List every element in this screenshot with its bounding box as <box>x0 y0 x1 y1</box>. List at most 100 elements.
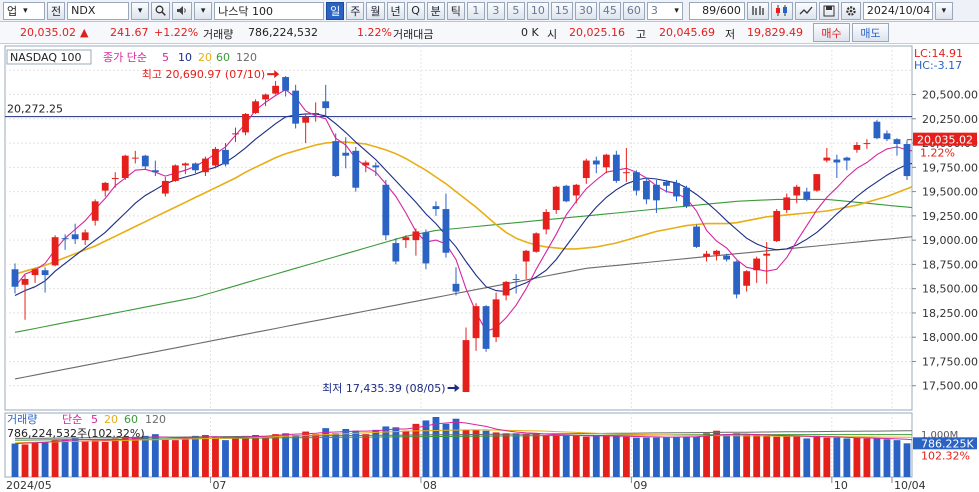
volume-bar <box>101 441 109 477</box>
volume-ma-prefix[interactable]: 단순 <box>62 413 82 426</box>
period-tick-button[interactable]: 틱 <box>446 1 465 20</box>
market-label: 업 <box>7 4 18 18</box>
ma5-legend[interactable]: 5 <box>162 51 169 64</box>
date-input[interactable]: 2024/10/04 <box>862 1 933 20</box>
volume-bar <box>202 435 209 477</box>
sound-dropdown-button[interactable]: ▾ <box>194 1 213 20</box>
ma-legend-prefix[interactable]: 종가 단순 <box>103 51 147 64</box>
settings-button[interactable] <box>840 1 861 20</box>
candle-body <box>703 253 710 257</box>
volume-bar <box>71 438 79 477</box>
ma20-legend[interactable]: 20 <box>198 51 212 64</box>
volume-bar <box>402 430 410 477</box>
volume-bar <box>532 434 540 477</box>
volume-bar <box>482 430 490 477</box>
volume-bar <box>612 435 620 477</box>
zoom-button[interactable] <box>746 1 769 20</box>
volume-bar <box>653 437 660 477</box>
volume-ma60-legend[interactable]: 60 <box>124 413 138 426</box>
volume-ma20-legend[interactable]: 20 <box>104 413 118 426</box>
date-dropdown-button[interactable]: ▾ <box>934 1 953 20</box>
candle-body <box>713 250 720 255</box>
volume-bar <box>502 433 510 477</box>
period-day-button[interactable]: 일 <box>326 1 345 20</box>
volume-ma5-legend[interactable]: 5 <box>91 413 98 426</box>
high-label: 고 <box>636 28 647 41</box>
volume-bar <box>452 418 460 477</box>
y-tick-label: 18,500.00 <box>922 283 978 296</box>
minute-10-button[interactable]: 10 <box>526 1 549 20</box>
candle-body <box>41 270 49 276</box>
price-chart[interactable]: 17,500.00 17,750.00 18,000.00 18,250.00 18,5… <box>0 45 979 492</box>
volume-bar <box>673 436 680 477</box>
ma120-legend[interactable]: 120 <box>236 51 257 64</box>
last-price-tag-text: 20,035.02 <box>917 134 973 147</box>
period-week-button[interactable]: 주 <box>346 1 365 20</box>
period-quarter-button[interactable]: Q <box>406 1 425 20</box>
candle-body <box>823 157 831 161</box>
candle-body <box>352 150 360 188</box>
volume-bar <box>31 442 39 477</box>
candle-body <box>622 172 630 174</box>
candle-body <box>322 101 330 109</box>
volume-legend-title[interactable]: 거래량 <box>7 413 37 426</box>
indicator-button[interactable] <box>794 1 817 20</box>
save-button[interactable] <box>818 1 839 20</box>
minute-1-button[interactable]: 1 <box>466 1 485 20</box>
volume-ma120-legend[interactable]: 120 <box>145 413 166 426</box>
volume-bar <box>643 437 650 477</box>
volume-bar <box>572 435 580 477</box>
lc-label: LC:14.91 <box>914 47 963 60</box>
candle-body <box>91 201 99 221</box>
symbol-dropdown-button[interactable]: ▾ <box>131 1 150 20</box>
gear-icon <box>846 5 856 16</box>
period-year-button[interactable]: 년 <box>386 1 405 20</box>
volume-bar <box>663 437 670 477</box>
data-count-field[interactable]: 89/600 <box>688 1 745 20</box>
sell-button[interactable]: 매도 <box>852 23 889 42</box>
ma10-legend[interactable]: 10 <box>178 51 192 64</box>
volume-bar <box>713 430 720 477</box>
chart-canvas[interactable]: 17,500.00 17,750.00 18,000.00 18,250.00 18,5… <box>0 45 979 492</box>
market-select[interactable]: 업 ▾ <box>3 1 45 20</box>
volume-bar <box>121 436 129 477</box>
volume-bar <box>693 436 700 477</box>
minute-45-button[interactable]: 45 <box>598 1 621 20</box>
volume-bar <box>302 431 310 477</box>
candle-body <box>733 261 741 295</box>
symbol-legend-box[interactable] <box>6 49 92 65</box>
volume-bar <box>512 433 520 477</box>
ma60-legend[interactable]: 60 <box>216 51 230 64</box>
minute-5-button[interactable]: 5 <box>506 1 525 20</box>
volume-pct: 1.22% <box>357 26 392 39</box>
volume-bar <box>21 444 29 477</box>
market-all-button[interactable]: 전 <box>47 1 66 20</box>
period-minute-button[interactable]: 분 <box>426 1 445 20</box>
search-button[interactable] <box>151 1 171 20</box>
volume-bar <box>903 443 911 477</box>
minute-3-button[interactable]: 3 <box>486 1 505 20</box>
custom-period-input[interactable]: 3 ▾ <box>646 1 683 20</box>
volume-bar <box>342 429 350 477</box>
volume-bar <box>292 435 300 477</box>
volume-bar <box>322 428 330 477</box>
volume-bar <box>783 435 791 477</box>
candle-body <box>663 181 670 186</box>
y-tick-label: 20,500.00 <box>922 89 978 102</box>
volume-bar <box>151 434 159 477</box>
candle-type-button[interactable] <box>770 1 793 20</box>
minute-15-button[interactable]: 15 <box>550 1 573 20</box>
minute-30-button[interactable]: 30 <box>574 1 597 20</box>
y-tick-label: 19,500.00 <box>922 186 978 199</box>
minute-60-button[interactable]: 60 <box>622 1 645 20</box>
buy-button[interactable]: 매수 <box>813 23 850 42</box>
period-month-button[interactable]: 월 <box>366 1 385 20</box>
y-tick-label: 18,000.00 <box>922 331 978 344</box>
x-tick-label: 10/04 <box>894 479 926 492</box>
sound-button[interactable] <box>172 1 193 20</box>
x-tick-label: 08 <box>423 479 437 492</box>
symbol-code-input[interactable]: NDX <box>67 1 130 20</box>
volume-bar <box>743 435 751 477</box>
volume-bar <box>522 434 530 477</box>
candle-body <box>302 116 310 123</box>
